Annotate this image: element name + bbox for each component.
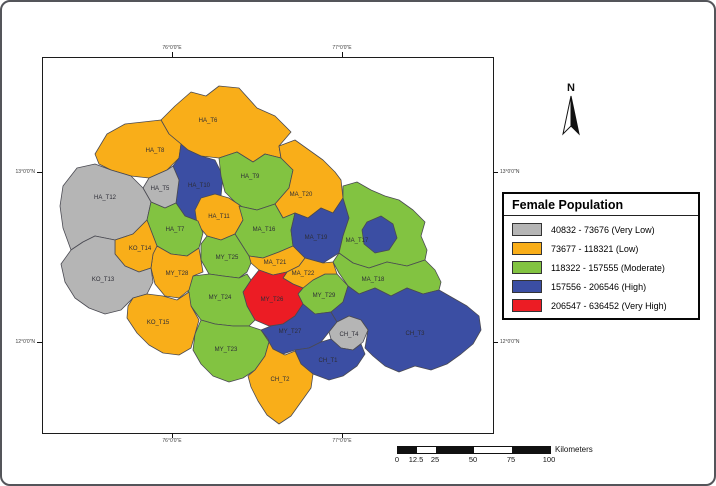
north-arrow-left-half [562, 95, 572, 136]
legend-box: Female Population 40832 - 73676 (Very Lo… [502, 192, 700, 320]
legend-swatch-high [512, 280, 542, 293]
legend-swatch-moderate [512, 261, 542, 274]
map-region-label-CH_T1: CH_T1 [318, 358, 338, 364]
axis-label-latitude: 12°0'0"N [500, 339, 520, 345]
legend-row: 73677 - 118321 (Low) [512, 239, 690, 258]
axis-tick [493, 172, 498, 173]
axis-label-longitude: 76°0'0"E [162, 438, 182, 444]
map-region-MY_T25 [200, 233, 252, 279]
map-frame: HA_T6 HA_T8 HA_T10 HA_T5 HA_T12 HA_T9 MA_T20 HA… [42, 57, 494, 434]
map-region-label-MA_T20: MA_T20 [290, 192, 313, 198]
scale-bar: 0 12.5 25 50 75 100 Kilometers [394, 445, 627, 470]
north-arrow-label: N [567, 82, 575, 94]
map-region-label-HA_T9: HA_T9 [241, 174, 260, 180]
axis-label-latitude: 13°0'0"N [15, 169, 35, 175]
legend-title: Female Population [504, 194, 698, 216]
legend-label: 40832 - 73676 (Very Low) [551, 224, 655, 235]
map-region-label-MA_T18: MA_T18 [362, 277, 385, 283]
legend-label: 73677 - 118321 (Low) [551, 243, 639, 254]
map-region-label-HA_T7: HA_T7 [166, 227, 185, 233]
map-region-label-HA_T12: HA_T12 [94, 195, 117, 201]
legend-label: 157556 - 206546 (High) [551, 281, 647, 292]
north-arrow: N [562, 82, 580, 136]
map-region-label-MY_T29: MY_T29 [313, 293, 336, 299]
legend-row: 40832 - 73676 (Very Low) [512, 220, 690, 239]
axis-tick [172, 52, 173, 57]
map-region-label-KO_T15: KO_T15 [147, 320, 170, 326]
legend-swatch-low [512, 242, 542, 255]
map-region-label-HA_T6: HA_T6 [199, 118, 218, 124]
map-region-label-MA_T22: MA_T22 [292, 271, 315, 277]
scale-bar-tick-label: 75 [506, 455, 516, 464]
map-region-MY_T24 [187, 273, 256, 327]
scale-bar-tick-label: 100 [542, 455, 556, 464]
map-region-label-MY_T27: MY_T27 [279, 329, 302, 335]
scale-bar-segment [474, 447, 512, 453]
scale-bar-segment [436, 447, 474, 453]
map-region-label-HA_T11: HA_T11 [208, 214, 230, 220]
axis-label-longitude: 77°0'0"E [332, 438, 352, 444]
axis-label-latitude: 13°0'0"N [500, 169, 520, 175]
scale-bar-segment [417, 447, 436, 453]
axis-label-longitude: 76°0'0"E [162, 45, 182, 51]
map-region-label-KO_T13: KO_T13 [92, 277, 115, 283]
map-region-label-MY_T26: MY_T26 [261, 297, 284, 303]
scale-bar-tick-label: 50 [468, 455, 478, 464]
axis-tick [342, 52, 343, 57]
map-region-label-CH_T3: CH_T3 [405, 331, 425, 337]
map-region-KO_T15 [126, 291, 200, 356]
scale-bar-segment [398, 447, 417, 453]
legend-swatch-very-low [512, 223, 542, 236]
scale-bar-unit: Kilometers [555, 445, 593, 454]
scale-bar-tick-label: 12.5 [408, 455, 424, 464]
north-arrow-right-half [570, 95, 580, 136]
map-region-label-MA_T17: MA_T17 [346, 238, 369, 244]
map-region-label-HA_T5: HA_T5 [151, 186, 170, 192]
legend-row: 206547 - 636452 (Very High) [512, 296, 690, 315]
scale-bar-tick-label: 25 [430, 455, 440, 464]
map-region-KO_T13 [60, 235, 154, 315]
choropleth-map: HA_T6 HA_T8 HA_T10 HA_T5 HA_T12 HA_T9 MA_T20 HA… [59, 85, 482, 425]
axis-tick [172, 433, 173, 438]
legend-row: 118322 - 157555 (Moderate) [512, 258, 690, 277]
map-region-CH_T2 [247, 341, 314, 425]
legend-items: 40832 - 73676 (Very Low) 73677 - 118321 (… [504, 216, 698, 315]
map-region-label-CH_T2: CH_T2 [270, 377, 290, 383]
scale-bar-bar [397, 446, 551, 454]
map-region-label-CH_T4: CH_T4 [339, 332, 359, 338]
map-region-CH_T1 [294, 338, 366, 381]
axis-tick [342, 433, 343, 438]
scale-bar-tick-label: 0 [394, 455, 400, 464]
map-region-label-MA_T16: MA_T16 [253, 227, 276, 233]
legend-row: 157556 - 206546 (High) [512, 277, 690, 296]
axis-tick [37, 342, 42, 343]
map-region-MA_T19b [361, 215, 398, 254]
map-region-label-MA_T19: MA_T19 [305, 235, 328, 241]
legend-swatch-very-high [512, 299, 542, 312]
legend-label: 118322 - 157555 (Moderate) [551, 262, 665, 273]
axis-tick [493, 342, 498, 343]
map-region-label-HA_T8: HA_T8 [146, 148, 165, 154]
legend-label: 206547 - 636452 (Very High) [551, 300, 667, 311]
map-region-label-MY_T24: MY_T24 [209, 295, 232, 301]
axis-tick [37, 172, 42, 173]
map-region-label-MA_T21: MA_T21 [264, 260, 287, 266]
map-region-label-KO_T14: KO_T14 [129, 246, 152, 252]
map-region-label-MY_T28: MY_T28 [166, 271, 189, 277]
axis-label-latitude: 12°0'0"N [15, 339, 35, 345]
axis-label-longitude: 77°0'0"E [332, 45, 352, 51]
map-region-label-MY_T23: MY_T23 [215, 347, 238, 353]
scale-bar-segment [512, 447, 550, 453]
map-region-label-HA_T10: HA_T10 [188, 183, 211, 189]
map-region-label-MY_T25: MY_T25 [216, 255, 239, 261]
